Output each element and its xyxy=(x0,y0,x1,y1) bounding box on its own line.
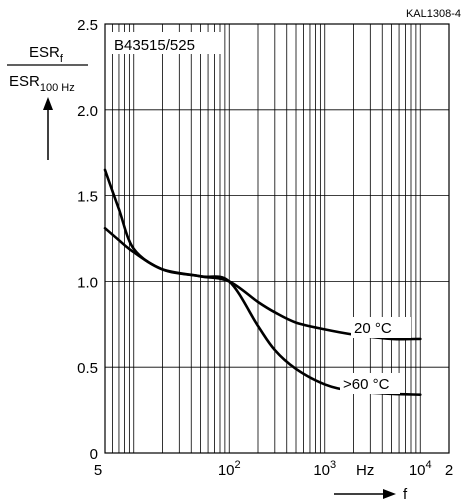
y-label-denominator: ESR100 Hz xyxy=(9,73,75,94)
plot-frame xyxy=(104,23,450,454)
x-tick-labels: 5 102 103 104 2 xyxy=(94,459,453,479)
series-label-background xyxy=(351,317,411,338)
x-axis-label-text: f xyxy=(403,486,408,502)
y-axis-label: ESRf ESR100 Hz xyxy=(7,44,88,160)
y-tick-label: 1.0 xyxy=(77,274,98,291)
x-tick-label: 2 xyxy=(445,462,453,479)
y-tick-label: 2.0 xyxy=(77,103,98,120)
x-tick-label: 103 xyxy=(313,459,336,479)
x-unit-label: Hz xyxy=(356,462,374,479)
series-label-background xyxy=(340,373,400,394)
y-tick-label: 0 xyxy=(90,446,98,463)
curves xyxy=(103,168,422,396)
x-tick-label: 102 xyxy=(218,459,241,479)
x-axis-label: f xyxy=(334,486,408,502)
y-tick-label: 1.5 xyxy=(77,189,98,206)
x-tick-label: 104 xyxy=(409,459,432,479)
y-label-numerator: ESRf xyxy=(29,44,64,65)
series-line-gt60c xyxy=(103,168,422,396)
y-axis-arrow-head xyxy=(43,97,53,110)
y-tick-label: 0.5 xyxy=(77,360,98,377)
x-axis-arrow-head xyxy=(383,489,396,499)
part-number-label: B43515/525 xyxy=(114,37,195,54)
part-number-background xyxy=(112,32,221,54)
chart-code-label: KAL1308-4 xyxy=(406,8,461,20)
series-labels: 20 °C >60 °C xyxy=(340,317,411,394)
y-tick-labels: 0 0.5 1.0 1.5 2.0 2.5 xyxy=(77,17,98,463)
series-label: >60 °C xyxy=(343,376,390,393)
x-tick-label: 5 xyxy=(94,462,102,479)
series-label: 20 °C xyxy=(354,320,392,337)
y-tick-label: 2.5 xyxy=(77,17,98,34)
